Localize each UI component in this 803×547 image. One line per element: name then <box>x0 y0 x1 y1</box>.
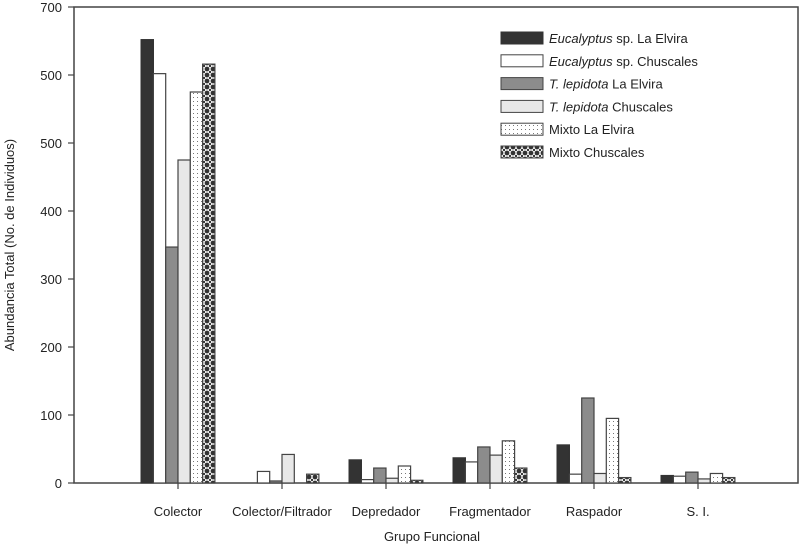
x-tick-label: Colector <box>154 504 203 519</box>
y-tick-label: 500 <box>40 68 62 83</box>
legend-label: Eucalyptus sp. Chuscales <box>549 54 698 69</box>
bar-1-2 <box>269 480 283 484</box>
x-axis-label: Grupo Funcional <box>384 529 480 544</box>
bar-3-2 <box>477 446 491 484</box>
bar-3-0 <box>452 457 467 484</box>
bar-4-3 <box>593 472 607 484</box>
y-axis-label: Abundancia Total (No. de Individuos) <box>2 139 17 351</box>
bar-4-5 <box>617 476 632 484</box>
bar-3-1 <box>464 461 479 484</box>
bar-0-4 <box>189 91 204 484</box>
bar-2-5 <box>410 479 424 484</box>
y-axis: 0 100 200 300 400 500 500 700 <box>40 0 74 491</box>
bar-5-4 <box>709 472 724 484</box>
x-tick-label: S. I. <box>686 504 709 519</box>
bar-5-2 <box>685 471 699 484</box>
bar-0-3 <box>177 159 191 484</box>
legend-label-rest: Mixto La Elvira <box>549 122 635 137</box>
y-tick-label: 500 <box>40 136 62 151</box>
legend-label: T. lepidota Chuscales <box>549 99 673 114</box>
bar-0-5 <box>202 63 216 484</box>
legend-label-rest: sp. La Elvira <box>613 31 689 46</box>
legend-label-rest: Chuscales <box>609 99 674 114</box>
legend-label: Mixto Chuscales <box>549 145 645 160</box>
legend-swatch <box>500 99 544 113</box>
y-tick-label: 100 <box>40 408 62 423</box>
legend-swatch <box>500 31 544 45</box>
bar-2-2 <box>373 467 387 484</box>
legend-label-italic: T. lepidota <box>549 99 609 114</box>
legend-swatch <box>500 77 544 91</box>
y-tick-label: 200 <box>40 340 62 355</box>
legend-label: T. lepidota La Elvira <box>549 77 663 92</box>
bars-layer <box>140 39 736 484</box>
bar-1-5 <box>306 473 320 484</box>
bar-1-3 <box>281 453 295 484</box>
legend-label-italic: Eucalyptus <box>549 31 613 46</box>
bar-2-4 <box>397 465 412 484</box>
bar-4-4 <box>605 417 620 484</box>
bar-3-5 <box>513 467 528 484</box>
bar-5-3 <box>697 478 711 484</box>
bar-2-1 <box>360 479 375 484</box>
legend-label-rest: sp. Chuscales <box>613 54 699 69</box>
bar-4-0 <box>556 444 570 484</box>
bar-4-1 <box>568 473 583 484</box>
legend-label-rest: La Elvira <box>609 77 664 92</box>
legend-label: Mixto La Elvira <box>549 122 635 137</box>
legend-swatch <box>500 54 544 68</box>
y-tick-label: 700 <box>40 0 62 15</box>
legend-label: Eucalyptus sp. La Elvira <box>549 31 689 46</box>
x-tick-label: Fragmentador <box>449 504 531 519</box>
bar-0-2 <box>165 246 179 484</box>
bar-0-1 <box>152 73 167 484</box>
bar-3-4 <box>501 440 516 484</box>
legend-label-italic: Eucalyptus <box>549 54 613 69</box>
bar-4-2 <box>581 397 595 484</box>
y-tick-label: 400 <box>40 204 62 219</box>
legend-swatch <box>500 122 544 136</box>
bar-0-0 <box>140 39 155 484</box>
y-tick-label: 0 <box>55 476 62 491</box>
x-tick-label: Raspador <box>566 504 623 519</box>
bar-1-1 <box>256 470 271 484</box>
x-tick-label: Colector/Filtrador <box>232 504 332 519</box>
x-axis: Colector Colector/Filtrador Depredador Frag… <box>154 483 710 519</box>
bar-5-0 <box>660 474 674 484</box>
legend-label-italic: T. lepidota <box>549 77 609 92</box>
bar-5-5 <box>721 476 736 484</box>
bar-2-0 <box>348 459 363 484</box>
bar-3-3 <box>489 454 503 484</box>
x-tick-label: Depredador <box>352 504 421 519</box>
plot-frame <box>73 6 799 484</box>
legend-swatch <box>500 145 544 159</box>
y-tick-label: 300 <box>40 272 62 287</box>
bar-2-3 <box>385 477 399 484</box>
bar-5-1 <box>672 475 687 484</box>
legend-label-rest: Mixto Chuscales <box>549 145 645 160</box>
